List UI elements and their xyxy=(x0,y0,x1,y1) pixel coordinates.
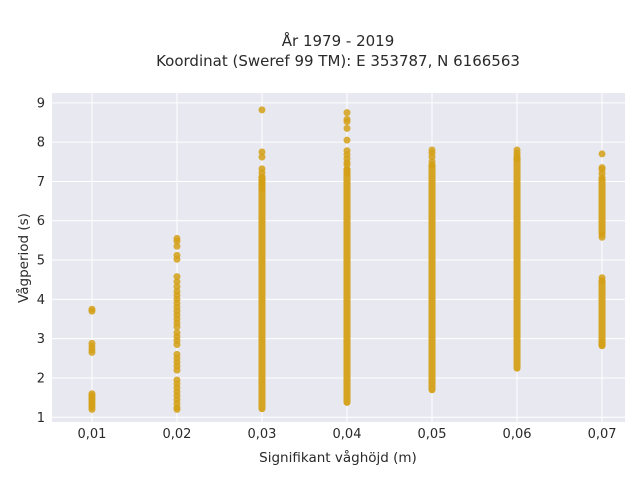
data-point-cluster xyxy=(258,174,266,413)
data-point xyxy=(173,341,181,349)
data-point-cluster xyxy=(598,175,606,237)
data-point xyxy=(343,109,351,117)
y-tick-label: 7 xyxy=(37,175,45,190)
x-tick-label: 0,06 xyxy=(503,427,532,442)
x-tick-label: 0,01 xyxy=(77,427,106,442)
data-point-cluster xyxy=(428,162,436,394)
data-point xyxy=(173,237,181,245)
y-tick-label: 8 xyxy=(37,136,45,151)
data-point xyxy=(343,118,351,126)
x-tick-label: 0,07 xyxy=(588,427,617,442)
data-point xyxy=(258,153,266,161)
plot-area xyxy=(52,93,625,422)
data-point xyxy=(173,323,181,331)
data-point xyxy=(173,255,181,263)
chart-title-line1: År 1979 - 2019 xyxy=(282,31,395,50)
y-axis-title: Vågperiod (s) xyxy=(15,213,32,303)
y-tick-label: 3 xyxy=(37,332,45,347)
y-tick-label: 1 xyxy=(37,411,45,426)
data-point xyxy=(428,161,436,169)
tick-labels: 0,01 0,02 0,03 0,04 0,05 0,06 0,07 1 2 3 4 5 6 7 8 9 xyxy=(37,96,617,442)
x-tick-label: 0,02 xyxy=(162,427,191,442)
data-point xyxy=(598,341,606,349)
x-tick-label: 0,05 xyxy=(418,427,447,442)
data-point xyxy=(343,170,351,178)
y-tick-label: 9 xyxy=(37,96,45,111)
y-tick-label: 4 xyxy=(37,293,45,308)
data-point xyxy=(598,150,606,158)
data-point xyxy=(598,174,606,182)
data-point xyxy=(173,273,181,281)
data-point xyxy=(598,276,606,284)
data-point xyxy=(88,405,96,413)
data-point xyxy=(258,148,266,156)
data-point xyxy=(258,185,266,193)
data-point xyxy=(173,278,181,286)
gridlines xyxy=(52,93,625,422)
data-point xyxy=(258,106,266,114)
data-point xyxy=(598,233,606,241)
y-tick-label: 2 xyxy=(37,371,45,386)
chart-title-line2: Koordinat (Sweref 99 TM): E 353787, N 61… xyxy=(156,52,520,70)
data-point xyxy=(173,242,181,250)
data-point xyxy=(513,155,521,163)
y-tick-label: 5 xyxy=(37,254,45,269)
y-tick-label: 6 xyxy=(37,214,45,229)
data-points xyxy=(88,106,606,413)
data-point xyxy=(343,124,351,132)
x-tick-label: 0,04 xyxy=(333,427,362,442)
data-point xyxy=(343,136,351,144)
data-point xyxy=(173,405,181,413)
data-point-cluster xyxy=(513,154,521,372)
data-point-cluster xyxy=(343,166,351,406)
data-point xyxy=(88,348,96,356)
data-point xyxy=(173,366,181,374)
x-tick-label: 0,03 xyxy=(248,427,277,442)
x-axis-title: Signifikant våghöjd (m) xyxy=(259,449,417,466)
data-point xyxy=(88,307,96,315)
data-point-cluster xyxy=(598,278,606,350)
